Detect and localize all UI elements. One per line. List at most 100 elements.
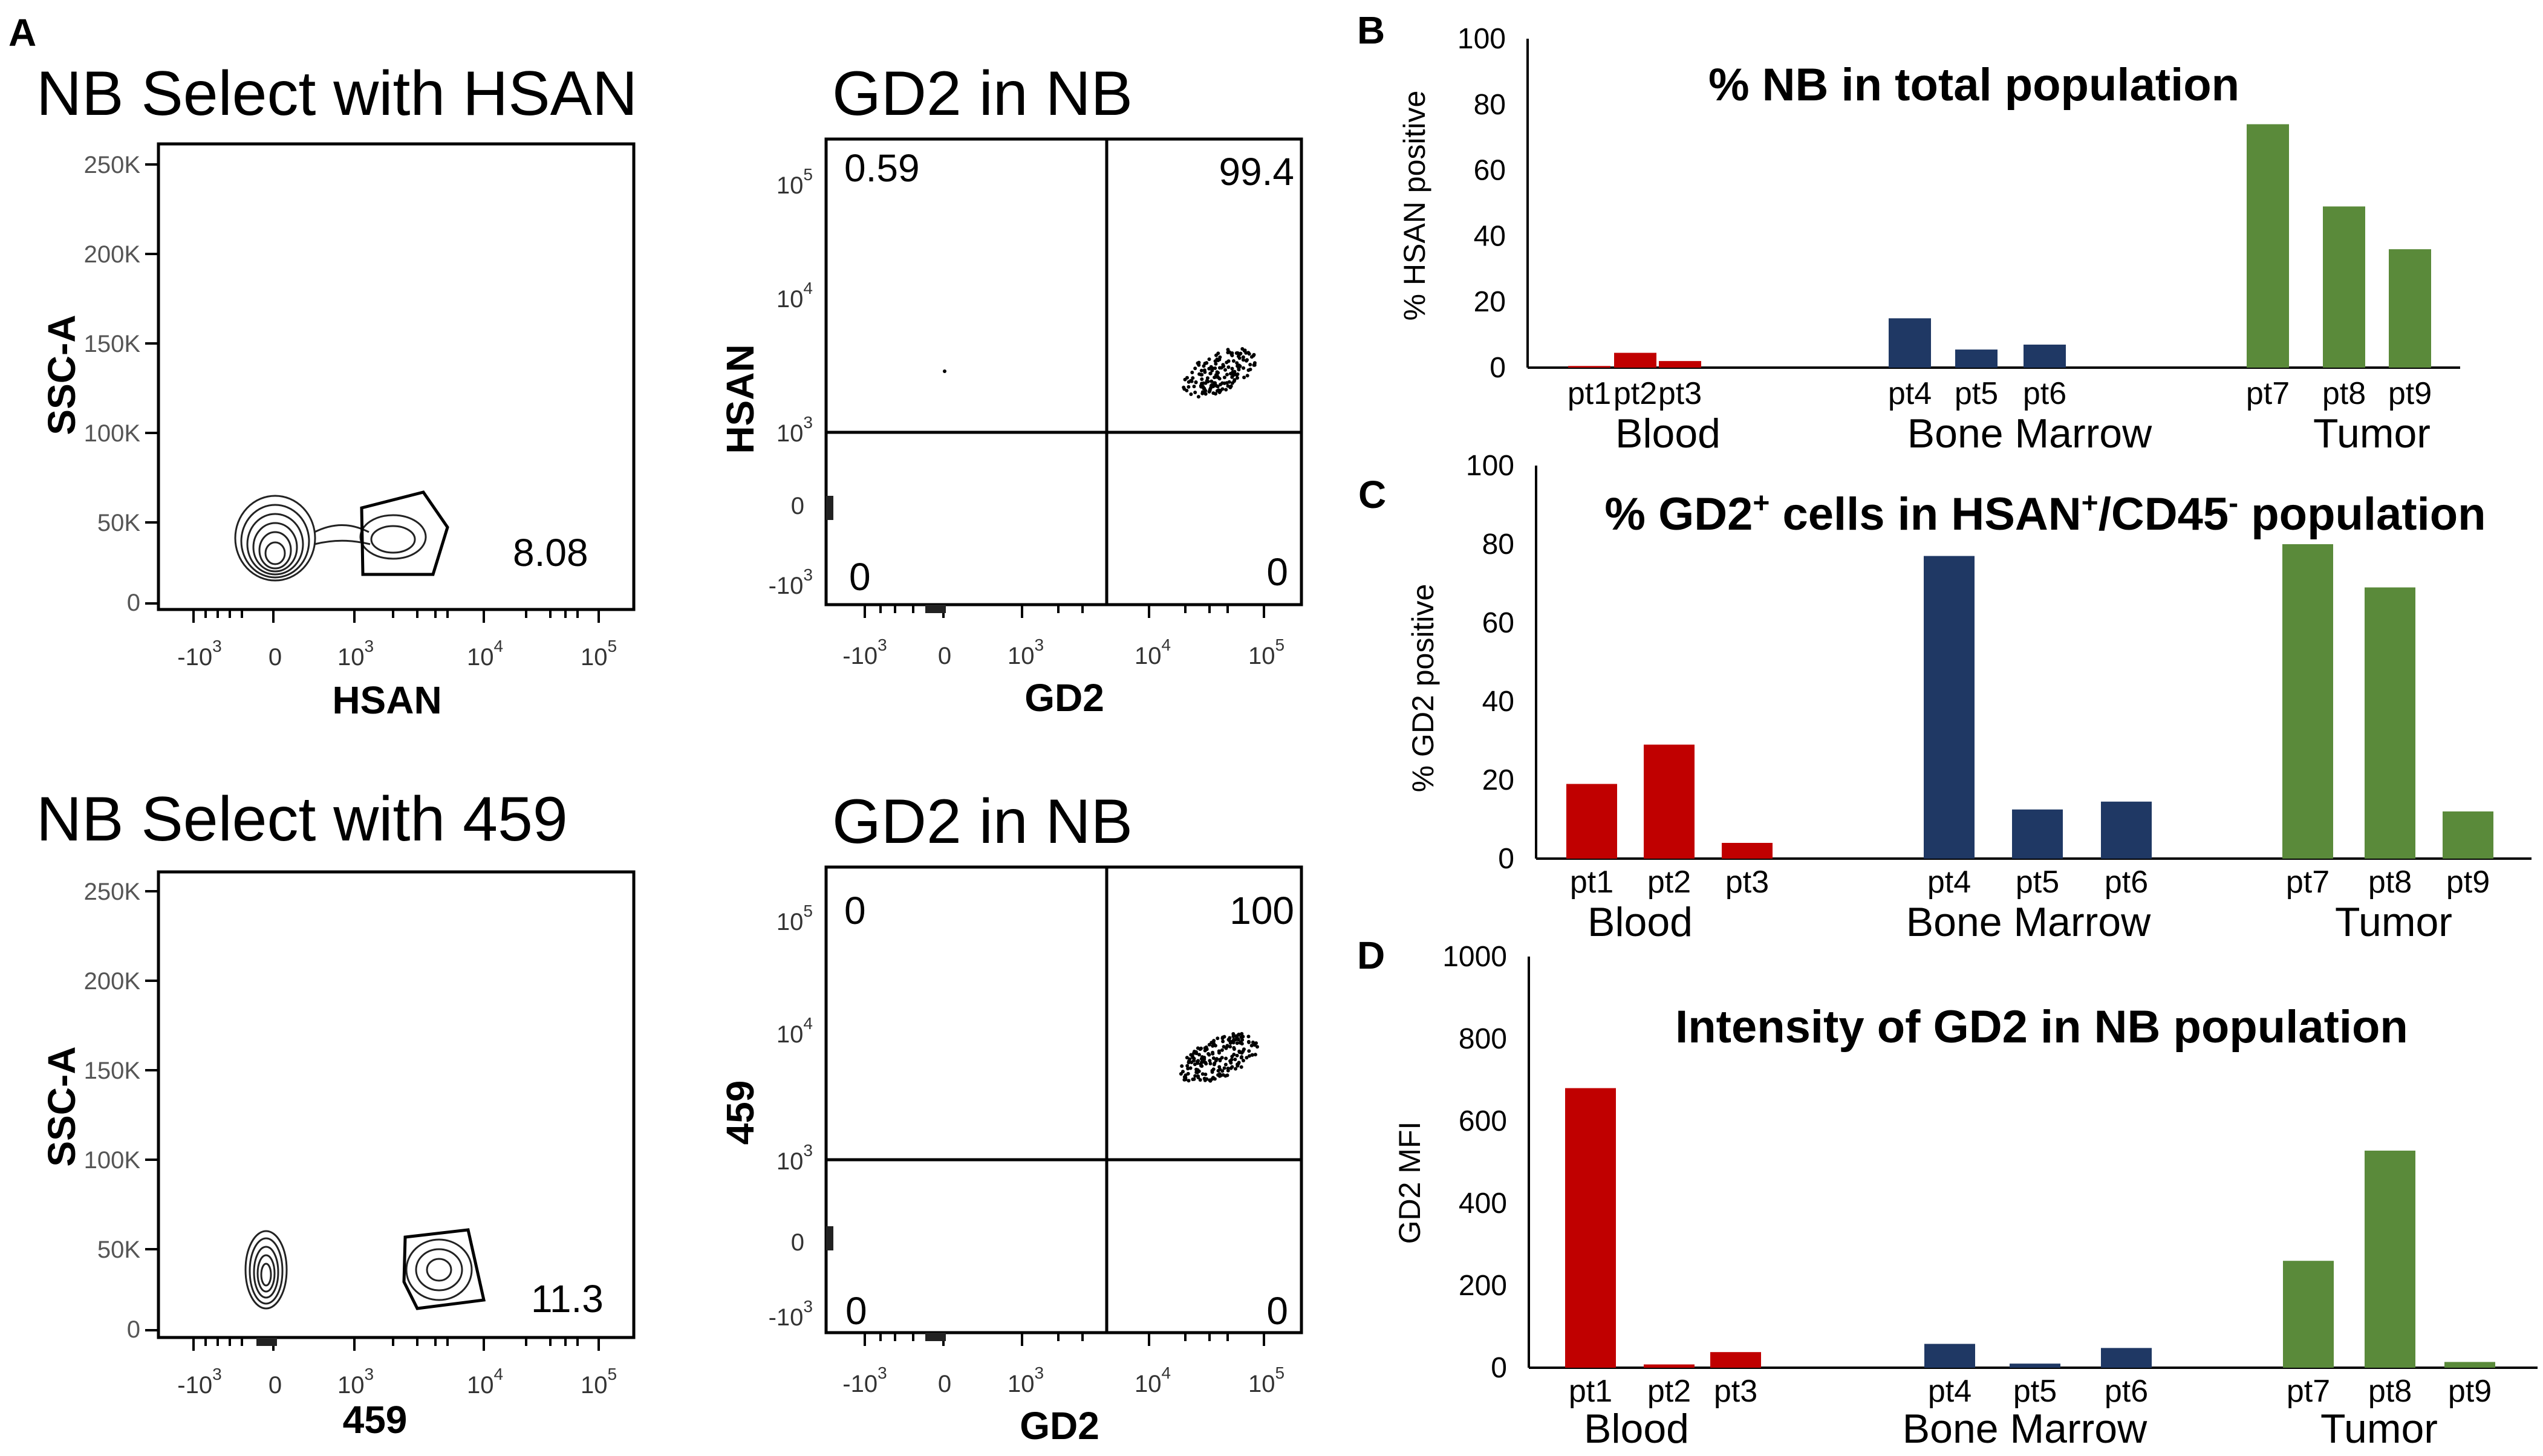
quad2-event [1218, 1059, 1222, 1062]
quad2-ytick-1e4: 104 [777, 1014, 813, 1048]
quad1-event [1205, 361, 1209, 365]
quad1-yticks: 105 104 103 0 -103 [769, 165, 813, 599]
quad2-ytick-1e5: 105 [777, 902, 813, 935]
quad1-event [1233, 372, 1237, 376]
chart-d-xtick-pt1: pt1 [1569, 1374, 1612, 1409]
quad2-event [1245, 1056, 1249, 1060]
quad1-q-ll: 0 [849, 555, 871, 599]
chart-d-bar-pt7 [2283, 1261, 2334, 1368]
contour1-ytick-0: 0 [127, 590, 140, 616]
quad1-event [1218, 355, 1222, 359]
quad2-event [1216, 1036, 1220, 1041]
chart-c-bar-pt7 [2282, 544, 2333, 859]
quad2-event [1185, 1056, 1189, 1060]
chart-b-bar-pt5 [1955, 349, 1998, 368]
contour-plot-459: NB Select with 459 250K 200K 150K 100K 5… [36, 784, 636, 1441]
chart-b-xtick-pt7: pt7 [2246, 376, 2290, 411]
quad2-event [1237, 1049, 1242, 1053]
contour2-gate [402, 1228, 486, 1310]
quad1-event [1191, 376, 1195, 380]
quad2-q-ll: 0 [845, 1289, 867, 1333]
quad2-event [1179, 1072, 1183, 1076]
chart-d-group-tumor: Tumor [2320, 1406, 2438, 1452]
chart-c-group-blood: Blood [1587, 899, 1693, 945]
chart-d-ytick-800: 800 [1459, 1023, 1507, 1055]
quad1-event [1251, 354, 1255, 358]
quad1-xtick-zero: 0 [938, 643, 951, 669]
quad2-event [1235, 1053, 1239, 1058]
quad1-event [1185, 388, 1189, 392]
quad1-event [1194, 380, 1198, 385]
quad1-event [1193, 391, 1197, 394]
quad1-event [1200, 384, 1204, 388]
quad2-baseline-events [925, 1333, 946, 1341]
quad1-event [1196, 395, 1200, 399]
quad2-event [1220, 1035, 1225, 1039]
quadrant-plot-hsan-gd2: GD2 in NB 105 104 103 0 -103 HSAN -103 0… [718, 59, 1303, 720]
quad1-event [1213, 381, 1217, 385]
bar-chart-d: Intensity of GD2 in NB population GD2 MF… [1393, 941, 2538, 1452]
quad2-event [1197, 1053, 1201, 1057]
quad1-event [1244, 351, 1248, 355]
quad1-event [1241, 355, 1245, 359]
quad2-event [1189, 1053, 1193, 1057]
chart-b-bar-pt6 [2024, 344, 2066, 368]
chart-c-xtick-pt2: pt2 [1647, 865, 1691, 900]
chart-b-group-bone-marrow: Bone Marrow [1907, 411, 2152, 457]
quad1-event [1245, 374, 1249, 378]
chart-b-xtick-pt4: pt4 [1888, 376, 1932, 411]
quad1-event [1230, 353, 1234, 357]
chart-c-ytick-60: 60 [1482, 607, 1514, 639]
chart-c-xtick-pt9: pt9 [2446, 865, 2490, 900]
quad1-event [1211, 384, 1216, 388]
quad1-event [1230, 366, 1234, 371]
contour2-xlabel: 459 [343, 1398, 408, 1441]
quad1-event [1199, 368, 1203, 372]
quad2-event [1203, 1072, 1208, 1076]
quad1-axis-events [826, 496, 833, 520]
contour2-baseline-events [256, 1337, 277, 1346]
contour1-ytick-250k: 250K [84, 152, 141, 178]
quad2-event [1232, 1053, 1236, 1056]
quad1-event [1242, 375, 1246, 380]
quad2-event [1193, 1074, 1197, 1078]
chart-d-ytick-1000: 1000 [1442, 941, 1507, 973]
contour1-gate-value: 8.08 [513, 531, 588, 574]
quad1-event [1246, 368, 1251, 372]
bar-chart-b: % NB in total population % HSAN positive… [1398, 23, 2460, 457]
quad2-event [1211, 1050, 1215, 1055]
contour2-ytick-150k: 150K [84, 1058, 141, 1084]
quad1-event [1247, 352, 1251, 356]
contour1-ytick-150k: 150K [84, 331, 141, 357]
quad2-event [1202, 1057, 1206, 1061]
contour2-xticks: -103 0 103 104 105 [177, 1365, 617, 1399]
quad1-baseline-events [925, 605, 946, 613]
quad1-event [1207, 366, 1211, 371]
chart-c-xtick-pt8: pt8 [2368, 865, 2412, 900]
quad2-event [1221, 1039, 1225, 1044]
quad2-ylabel: 459 [718, 1081, 762, 1145]
quad1-event [1222, 375, 1226, 380]
quad2-event [1214, 1059, 1218, 1063]
quad1-event [1228, 372, 1232, 375]
chart-c-bar-pt3 [1722, 843, 1773, 859]
quad1-event [1252, 361, 1257, 365]
quad2-event [1220, 1048, 1224, 1052]
contour1-xtick-1e4: 104 [467, 637, 503, 671]
quad1-event [1203, 392, 1208, 396]
chart-b-xtick-pt5: pt5 [1955, 376, 1998, 411]
quad2-event [1249, 1044, 1254, 1048]
panel-letter-a: A [8, 11, 36, 54]
chart-d-xtick-pt9: pt9 [2448, 1374, 2492, 1409]
quad1-event [1222, 381, 1226, 385]
chart-d-bar-pt3 [1710, 1352, 1761, 1368]
chart-d-ytick-200: 200 [1459, 1270, 1507, 1302]
quad1-event [1226, 365, 1231, 369]
quad2-xtick-neg: -103 [842, 1363, 887, 1397]
contour2-frame [157, 870, 636, 1339]
quad2-event [1227, 1038, 1231, 1042]
quad2-event [1186, 1071, 1190, 1076]
chart-d-ylabel: GD2 MFI [1393, 1122, 1427, 1244]
contour2-title: NB Select with 459 [36, 784, 568, 854]
chart-b-bar-pt1 [1568, 366, 1610, 368]
